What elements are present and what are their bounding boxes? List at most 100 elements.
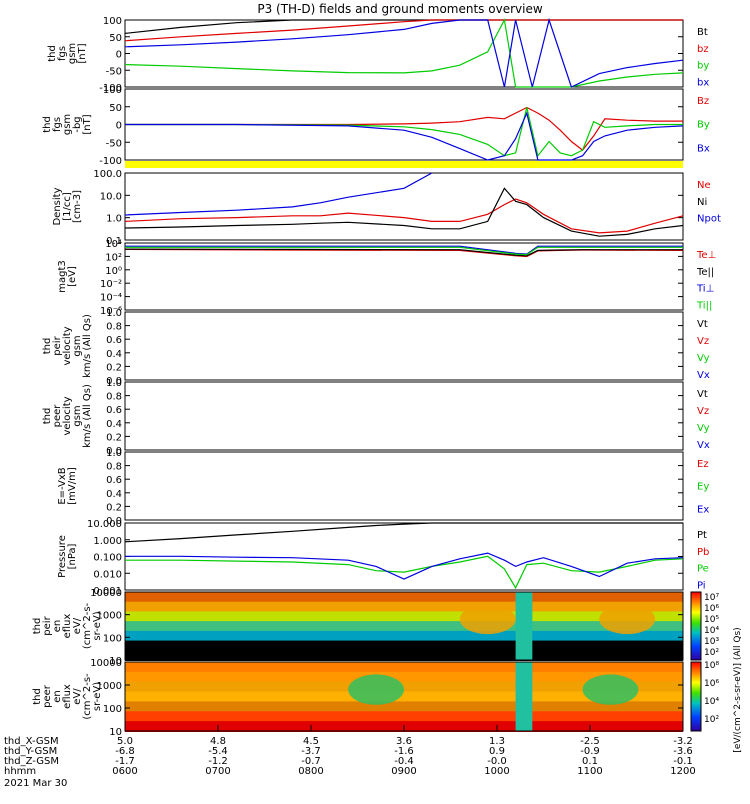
- y-axis-label: Pressure: [57, 535, 68, 578]
- y-tick-label: 0.0: [106, 446, 122, 457]
- series-line-Ti||: [125, 246, 683, 256]
- y-axis-label: (cm^2-s-: [82, 673, 93, 720]
- y-tick-label: 10000: [90, 588, 122, 599]
- x-tick-label: 0900: [391, 766, 416, 777]
- y-tick-label: 0.8: [106, 322, 122, 333]
- heatmap-band: [125, 681, 683, 693]
- x-tick-label: 1200: [670, 766, 695, 777]
- x-row-label: thd_Z-GSM: [4, 756, 59, 767]
- y-tick-label: 100: [103, 85, 122, 96]
- heatmap-blob: [459, 604, 516, 635]
- y-axis-label: thd: [42, 408, 53, 425]
- heatmap-blob: [599, 604, 656, 635]
- colorbar-tick: 10⁸: [704, 661, 719, 671]
- y-axis-label: sr-eV): [92, 611, 103, 640]
- x-tick-label: 5.0: [117, 736, 133, 747]
- legend-label: Vt: [697, 319, 708, 330]
- panel-frame: [124, 311, 684, 381]
- y-tick-label: 10.000: [87, 519, 122, 530]
- y-tick-label: 10⁴: [105, 239, 122, 250]
- x-tick-label: 1.3: [489, 736, 505, 747]
- series-line-Npot: [124, 172, 433, 216]
- series-line-Ni: [124, 187, 684, 237]
- colorbar-top: [690, 591, 702, 661]
- y-axis-label: peir: [52, 335, 63, 355]
- x-tick-label: -6.8: [115, 746, 135, 757]
- y-axis-label: thd: [47, 45, 58, 62]
- y-axis-label: peir: [42, 615, 53, 635]
- y-tick-label: 1000: [97, 611, 122, 622]
- y-axis-label: Density: [52, 187, 63, 225]
- heatmap-band: [125, 650, 683, 661]
- y-axis-label: [cm-3]: [72, 190, 83, 223]
- y-axis-label: magt3: [57, 260, 68, 293]
- panel-frame: [124, 591, 684, 661]
- y-axis-label: peer: [42, 684, 53, 708]
- y-tick-label: 0.2: [106, 362, 122, 373]
- x-tick-label: 4.8: [210, 736, 226, 747]
- y-tick-label: 10⁰: [105, 266, 122, 277]
- y-tick-label: 0: [116, 121, 122, 132]
- panel-frame: [124, 451, 684, 521]
- heatmap-band: [125, 611, 683, 623]
- y-tick-label: 0.4: [106, 489, 122, 500]
- y-tick-label: 0.6: [106, 335, 122, 346]
- heatmap-band: [125, 601, 683, 613]
- x-tick-label: 1000: [484, 766, 509, 777]
- x-tick-label: -0.1: [673, 756, 693, 767]
- y-tick-label: 50: [109, 33, 122, 44]
- series-line-bz: [124, 19, 683, 42]
- y-tick-label: 1.0: [106, 378, 122, 389]
- heatmap-band: [125, 630, 683, 642]
- y-axis-label: eV/: [72, 688, 83, 705]
- panel-fgs_gsm: 100 50 0 -50 -100 thd fgs gsm [nT] Bt bz by bx: [47, 16, 709, 94]
- legend-label: Npot: [697, 214, 721, 225]
- legend-label: Ey: [697, 482, 709, 493]
- legend-label: Ex: [697, 504, 709, 515]
- y-tick-label: 0.0: [106, 376, 122, 387]
- y-tick-label: 10⁻⁶: [100, 306, 122, 317]
- y-tick-label: 0.6: [106, 405, 122, 416]
- y-tick-label: 0.0: [106, 516, 122, 527]
- y-tick-label: 0.8: [106, 392, 122, 403]
- colorbar-label: [eV/(cm^2-s-sr-eV)] (All Qs): [733, 627, 743, 752]
- y-tick-label: 10: [109, 656, 122, 667]
- panel-peir_velocity: 1.0 0.8 0.6 0.4 0.2 0.0 thd peir velocity gsm km/s…: [42, 308, 710, 387]
- yellow-status-bar: [125, 161, 683, 168]
- legend-label: by: [697, 61, 709, 72]
- y-axis-label: thd: [32, 688, 43, 705]
- x-tick-label: -0.0: [487, 756, 507, 767]
- legend-label: Vt: [697, 389, 708, 400]
- y-tick-label: 0.8: [106, 462, 122, 473]
- y-axis-label: -bg: [72, 116, 83, 132]
- legend-label: Te⊥: [696, 250, 716, 261]
- legend-label: Pb: [697, 547, 709, 558]
- legend-label: Te||: [696, 267, 714, 278]
- y-tick-label: 100: [103, 16, 122, 27]
- x-row-label: thd_X-GSM: [4, 736, 59, 747]
- y-axis-label: (cm^2-s-: [82, 602, 93, 649]
- heatmap-band: [125, 701, 683, 713]
- legend-label: Vz: [697, 406, 709, 417]
- legend-label: Vy: [697, 423, 710, 434]
- legend-label: Ti||: [696, 300, 712, 311]
- colorbar-tick: 10²: [704, 715, 719, 725]
- legend-label: Ni: [697, 197, 707, 208]
- y-tick-label: 100.0: [93, 169, 122, 180]
- x-tick-label: -0.9: [580, 746, 600, 757]
- y-tick-label: 10⁻²: [100, 279, 122, 290]
- x-tick-label: -3.2: [673, 736, 693, 747]
- panel-peer_velocity: 1.0 0.8 0.6 0.4 0.2 0.0 thd peer velocity gsm km/s…: [42, 378, 710, 457]
- series-line-Pt: [124, 522, 683, 543]
- legend-label: bz: [697, 44, 709, 55]
- x-tick-label: -1.7: [115, 756, 135, 767]
- panel-pressure: 10.000 1.000 0.100 0.010 0.001 Pressure [nPa] P…: [57, 519, 709, 597]
- y-axis-label: eflux: [62, 614, 73, 639]
- y-tick-label: 0.1: [106, 236, 122, 247]
- y-tick-label: 0.4: [106, 349, 122, 360]
- y-axis-label: en: [52, 620, 63, 633]
- heatmap-band: [125, 671, 683, 683]
- y-axis-label: km/s (All Qs): [82, 314, 93, 378]
